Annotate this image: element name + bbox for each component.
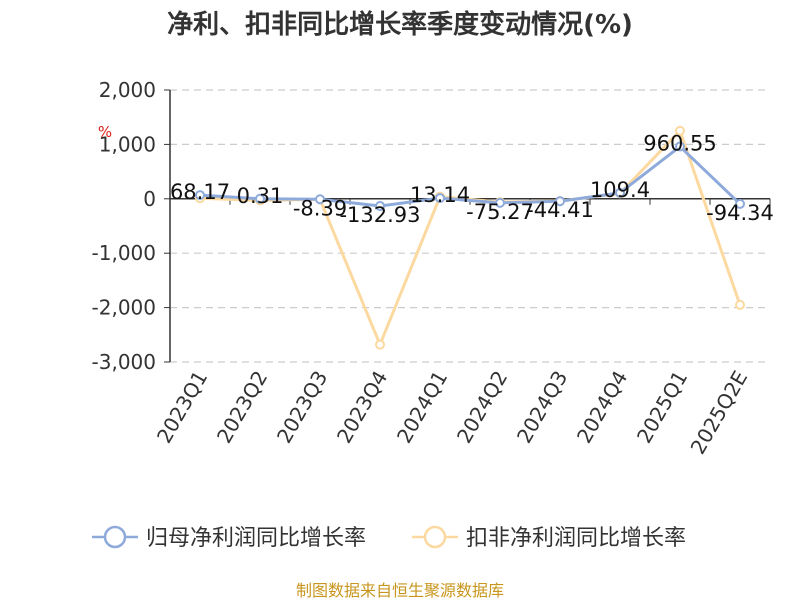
y-tick-label: -1,000 bbox=[92, 241, 156, 265]
data-point bbox=[255, 193, 265, 204]
data-label: -75.27 bbox=[466, 200, 534, 224]
y-tick-label: 1,000 bbox=[99, 132, 156, 156]
data-label: 68.17 bbox=[170, 180, 230, 204]
source-note: 制图数据来自恒生聚源数据库 bbox=[296, 581, 504, 600]
data-label: -94.34 bbox=[706, 201, 774, 225]
y-tick-labels: 2,000 1,000 0 -1,000 -2,000 -3,000 bbox=[92, 78, 156, 374]
legend-label-deducted-profit: 扣非净利润同比增长率 bbox=[466, 526, 686, 551]
data-point bbox=[555, 196, 565, 207]
x-tick-label: 2023Q1 bbox=[152, 367, 212, 448]
data-point bbox=[375, 201, 385, 212]
y-tick-label: -2,000 bbox=[92, 296, 156, 320]
legend-marker-net-profit bbox=[103, 525, 127, 549]
x-tick-label: 2025Q2E bbox=[686, 367, 753, 459]
data-point bbox=[315, 194, 325, 205]
x-tick-label: 2024Q1 bbox=[392, 367, 452, 448]
data-label: -44.41 bbox=[526, 198, 594, 222]
x-tick-label: 2023Q2 bbox=[212, 367, 272, 448]
data-label: 13.14 bbox=[410, 183, 470, 207]
y-tick-label: -3,000 bbox=[92, 350, 156, 374]
x-tick-label: 2023Q3 bbox=[272, 367, 332, 448]
y-tick-label: 2,000 bbox=[99, 78, 156, 102]
chart-title: 净利、扣非同比增长率季度变动情况(%) bbox=[167, 9, 633, 40]
data-point bbox=[495, 197, 505, 208]
data-label: -8.39 bbox=[293, 196, 347, 220]
series-lines bbox=[199, 129, 742, 347]
x-tick-label: 2023Q4 bbox=[332, 367, 392, 448]
legend-label-net-profit: 归母净利润同比增长率 bbox=[146, 526, 366, 551]
data-label: 960.55 bbox=[643, 132, 716, 156]
data-point bbox=[615, 187, 625, 198]
data-point bbox=[735, 299, 745, 310]
data-labels: 68.17 0.31 -8.39-132.9313.14-75.27-44.4110… bbox=[170, 132, 774, 227]
series-line-net-profit bbox=[199, 145, 742, 208]
data-label: -132.93 bbox=[339, 203, 420, 227]
x-tick-label: 2024Q3 bbox=[512, 367, 572, 448]
data-point bbox=[195, 190, 205, 201]
y-tick-label: 0 bbox=[143, 187, 156, 211]
legend-item-net-profit[interactable]: 归母净利润同比增长率 bbox=[92, 525, 366, 551]
x-tick-label: 2025Q1 bbox=[632, 367, 692, 448]
x-tick-label: 2024Q4 bbox=[572, 367, 632, 448]
data-point bbox=[735, 198, 745, 209]
data-point bbox=[675, 125, 685, 136]
legend-item-deducted-profit[interactable]: 扣非净利润同比增长率 bbox=[412, 525, 686, 551]
legend-marker-deducted-profit bbox=[423, 525, 447, 549]
y-axis-unit: % bbox=[98, 123, 112, 141]
legend[interactable]: 归母净利润同比增长率 扣非净利润同比增长率 bbox=[92, 525, 686, 551]
data-point bbox=[375, 339, 385, 350]
data-point bbox=[435, 193, 445, 204]
x-tick-labels: 2023Q1 2023Q2 2023Q3 2023Q4 2024Q1 2024Q2 2024… bbox=[152, 367, 752, 459]
grid bbox=[170, 89, 770, 363]
series-points bbox=[195, 125, 745, 350]
data-label: 0.31 bbox=[237, 184, 284, 208]
data-point bbox=[675, 141, 685, 152]
x-tick-label: 2024Q2 bbox=[452, 367, 512, 448]
data-label: 109.4 bbox=[590, 178, 650, 202]
